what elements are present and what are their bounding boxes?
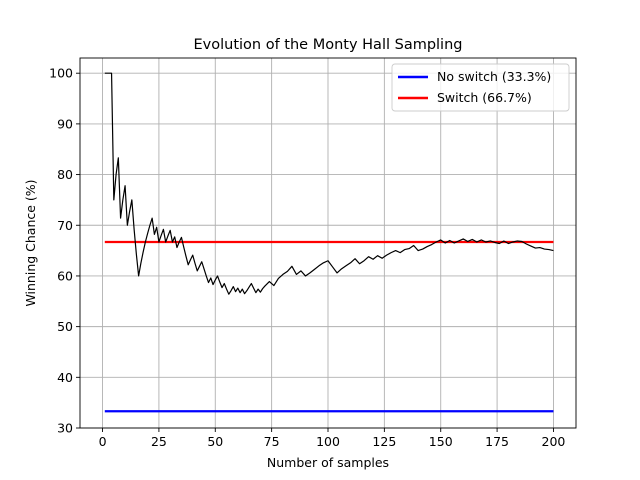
y-tick-label: 70 (57, 218, 73, 233)
x-tick-label: 25 (151, 434, 167, 449)
series-layer (104, 72, 554, 413)
series-line-sampling (104, 72, 554, 295)
x-tick-label: 50 (207, 434, 223, 449)
legend: No switch (33.3%) Switch (66.7%) (391, 63, 570, 112)
x-tick-label: 150 (429, 434, 453, 449)
legend-frame (391, 63, 570, 112)
y-tick-label: 50 (57, 319, 73, 334)
y-tick-label: 40 (57, 370, 73, 385)
x-tick-label: 125 (372, 434, 396, 449)
legend-label-switch: Switch (66.7%) (437, 90, 532, 105)
chart-title: Evolution of the Monty Hall Sampling (194, 37, 463, 53)
x-tick-label: 75 (264, 434, 280, 449)
x-tick-label: 0 (99, 434, 107, 449)
x-tick-label: 100 (316, 434, 340, 449)
y-tick-label: 90 (57, 116, 73, 131)
ticks: 0 25 50 75 100 125 150 175 200 30 40 50 60 70 80 90 100 (49, 66, 565, 449)
y-tick-label: 80 (57, 167, 73, 182)
legend-label-no-switch: No switch (33.3%) (437, 69, 551, 84)
y-tick-label: 30 (57, 421, 73, 436)
x-tick-label: 175 (485, 434, 509, 449)
y-tick-label: 100 (49, 66, 73, 81)
x-tick-label: 200 (542, 434, 566, 449)
y-axis-label: Winning Chance (%) (23, 179, 38, 306)
y-tick-label: 60 (57, 268, 73, 283)
x-axis-label: Number of samples (267, 455, 389, 470)
